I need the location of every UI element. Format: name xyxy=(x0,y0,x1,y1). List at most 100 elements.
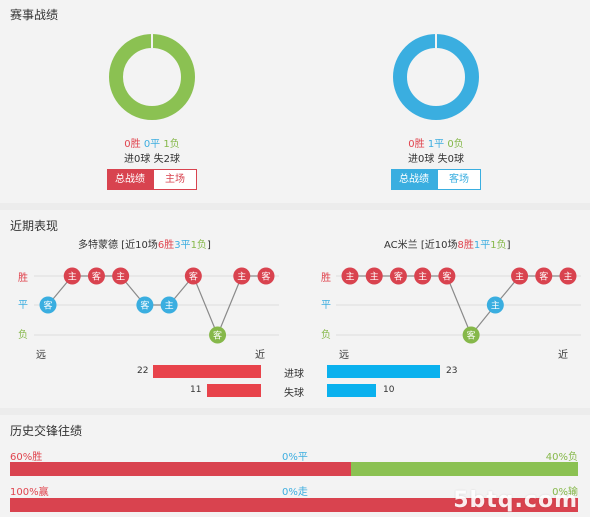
left-match-1[interactable]: 客 xyxy=(39,296,57,314)
right-match-venue-4: 主 xyxy=(418,271,427,283)
site-watermark: 5btq.com xyxy=(453,488,578,513)
left-goals: 进0球 失2球 xyxy=(124,154,180,165)
right-axis-win: 胜 xyxy=(321,273,331,284)
left-record-donut xyxy=(108,33,196,124)
history-title: 历史交锋往绩 xyxy=(10,424,83,438)
right-match-7[interactable]: 主 xyxy=(486,296,504,314)
left-match-3[interactable]: 客 xyxy=(87,267,105,285)
left-match-10[interactable]: 客 xyxy=(257,267,275,285)
left-team-name: 多特蒙德 xyxy=(78,240,118,251)
record-section: 赛事战绩 0胜 0平 1负 进0球 失2球 总战绩 主场 0胜 1平 0负 进0… xyxy=(0,0,590,203)
history-row2-loss-label: 0%输 xyxy=(552,487,578,498)
right-axis-loss: 负 xyxy=(321,330,331,341)
left-match-dot-3 xyxy=(87,267,105,285)
left-match-dot-4 xyxy=(112,267,130,285)
right-near-label: 近 xyxy=(558,350,568,361)
right-team-name: AC米兰 xyxy=(384,240,418,251)
right-tab-group: 总战绩 客场 xyxy=(391,169,481,190)
right-match-venue-2: 主 xyxy=(370,271,379,283)
right-match-dot-3 xyxy=(389,267,407,285)
right-goals-against-bar xyxy=(327,384,376,397)
right-match-3[interactable]: 客 xyxy=(389,267,407,285)
left-trend-chart: 客主客主客 主客客主客 xyxy=(34,267,279,344)
history-row1-win-segment xyxy=(10,462,351,476)
history-row2-bar xyxy=(10,498,578,512)
left-match-6[interactable]: 主 xyxy=(160,296,178,314)
right-goals-against-value: 10 xyxy=(383,385,395,395)
right-match-dot-9 xyxy=(535,267,553,285)
right-match-8[interactable]: 主 xyxy=(511,267,529,285)
right-match-dot-4 xyxy=(414,267,432,285)
left-tab-overall[interactable]: 总战绩 xyxy=(107,169,153,190)
left-goals-against-bar xyxy=(207,384,261,397)
left-axis-loss: 负 xyxy=(18,330,28,341)
left-far-label: 远 xyxy=(36,350,46,361)
left-match-dot-8 xyxy=(209,326,227,344)
right-match-dot-8 xyxy=(511,267,529,285)
left-match-venue-9: 主 xyxy=(237,271,246,283)
left-match-2[interactable]: 主 xyxy=(63,267,81,285)
left-match-venue-1: 客 xyxy=(43,300,52,312)
left-draw-count: 0平 xyxy=(143,139,161,150)
history-row2-win-segment xyxy=(10,498,578,512)
right-tab-away[interactable]: 客场 xyxy=(437,169,481,190)
left-match-8[interactable]: 客 xyxy=(209,326,227,344)
history-row1-win-label: 60%胜 xyxy=(10,452,43,463)
right-match-venue-9: 客 xyxy=(539,271,548,283)
left-match-dot-1 xyxy=(39,296,57,314)
left-match-venue-8: 客 xyxy=(213,330,222,342)
left-match-dot-6 xyxy=(160,296,178,314)
left-match-9[interactable]: 主 xyxy=(233,267,251,285)
left-goals-for-value: 22 xyxy=(137,366,149,376)
left-match-venue-4: 主 xyxy=(116,271,125,283)
right-goals: 进0球 失0球 xyxy=(408,154,464,165)
left-match-7[interactable]: 客 xyxy=(184,267,202,285)
left-near-label: 近 xyxy=(255,350,265,361)
left-trend-line xyxy=(47,274,266,337)
left-match-4[interactable]: 主 xyxy=(112,267,130,285)
left-match-venue-3: 客 xyxy=(92,271,101,283)
history-row2-draw-label: 0%走 xyxy=(282,487,308,498)
left-tab-home[interactable]: 主场 xyxy=(153,169,197,190)
left-match-venue-2: 主 xyxy=(68,271,77,283)
right-axis-draw: 平 xyxy=(321,300,331,311)
right-match-dot-5 xyxy=(438,267,456,285)
right-match-venue-8: 主 xyxy=(515,271,524,283)
right-match-venue-5: 客 xyxy=(442,271,451,283)
left-team-summary: 多特蒙德 [近10场6胜3平1负] xyxy=(78,240,211,251)
left-match-dot-5 xyxy=(136,296,154,314)
history-row1-loss-label: 40%负 xyxy=(545,452,578,463)
right-far-label: 远 xyxy=(339,350,349,361)
right-draw-count: 1平 xyxy=(427,139,445,150)
goals-for-label: 进球 xyxy=(284,369,304,380)
recent-section: 近期表现 多特蒙德 [近10场6胜3平1负] AC米兰 [近10场8胜1平1负]… xyxy=(0,210,590,408)
history-row1-bar xyxy=(10,462,578,476)
right-match-4[interactable]: 主 xyxy=(414,267,432,285)
left-match-venue-10: 客 xyxy=(261,271,270,283)
right-team-summary: AC米兰 [近10场8胜1平1负] xyxy=(384,240,511,251)
left-match-5[interactable]: 客 xyxy=(136,296,154,314)
history-row1-draw-label: 0%平 xyxy=(282,452,308,463)
right-match-dot-6 xyxy=(462,326,480,344)
right-match-6[interactable]: 客 xyxy=(462,326,480,344)
left-match-venue-6: 主 xyxy=(165,300,174,312)
left-match-venue-7: 客 xyxy=(189,271,198,283)
right-match-10[interactable]: 主 xyxy=(559,267,577,285)
left-tab-group: 总战绩 主场 xyxy=(107,169,197,190)
left-match-dot-2 xyxy=(63,267,81,285)
right-goals-for-value: 23 xyxy=(446,366,458,376)
history-section: 历史交锋往绩 60%胜 0%平 40%负 100%赢 0%走 0%输 5btq.… xyxy=(0,415,590,517)
right-match-1[interactable]: 主 xyxy=(341,267,359,285)
right-record-donut xyxy=(392,33,480,124)
right-tab-overall[interactable]: 总战绩 xyxy=(391,169,437,190)
left-goals-against-value: 11 xyxy=(190,385,202,395)
right-match-dot-10 xyxy=(559,267,577,285)
left-loss-count: 1负 xyxy=(163,139,180,150)
right-match-5[interactable]: 客 xyxy=(438,267,456,285)
right-match-dot-1 xyxy=(341,267,359,285)
right-trend-line xyxy=(350,275,568,337)
right-match-9[interactable]: 客 xyxy=(535,267,553,285)
right-trend-chart: 主主客主客客主主客主 xyxy=(336,267,581,344)
left-record-stats: 0胜 0平 1负 xyxy=(72,138,232,152)
right-match-2[interactable]: 主 xyxy=(365,267,383,285)
